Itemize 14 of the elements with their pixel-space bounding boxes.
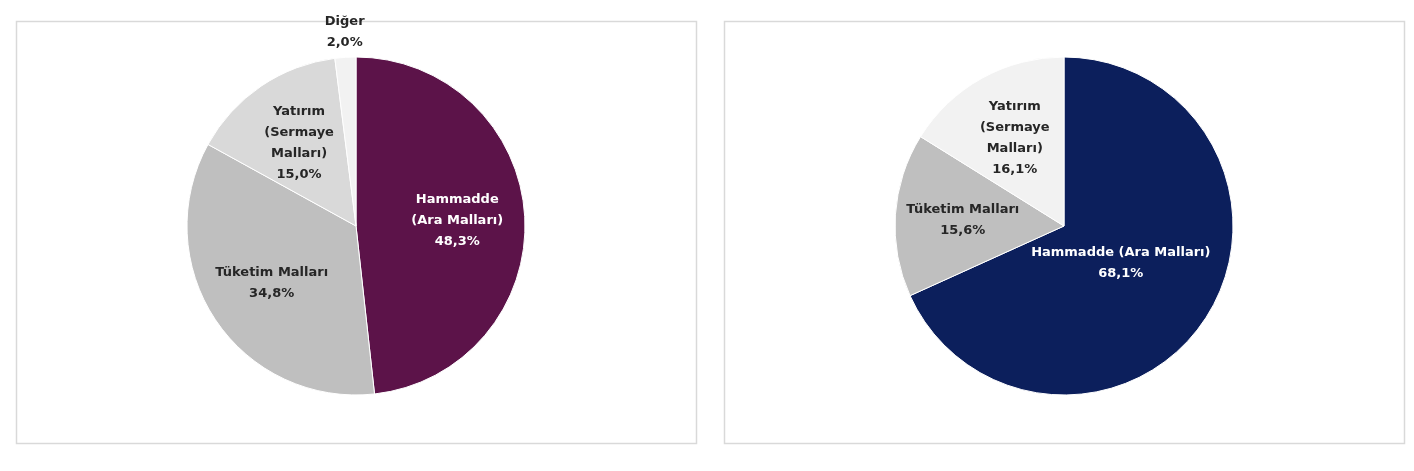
data-label: 48,3% [434, 232, 480, 248]
slice-label: Hammadde (Ara Malları) [1031, 243, 1211, 259]
data-label: 2,0% [326, 33, 363, 49]
slice-label: Yatırım (Sermaye Malları) [264, 102, 335, 160]
data-label: 15,0% [276, 165, 322, 181]
data-label: 16,1% [992, 160, 1038, 176]
slice-label: Yatırım (Sermaye Malları) [979, 97, 1050, 155]
slice-label: Tüketim Malları [215, 263, 329, 279]
data-label: 68,1% [1098, 264, 1144, 280]
slice-label: Diğer [324, 12, 366, 28]
slice-label: Tüketim Malları [906, 200, 1020, 216]
data-label: 15,6% [940, 221, 986, 237]
data-label: 34,8% [249, 284, 295, 300]
slice-label: Hammadde (Ara Malları) [411, 190, 504, 227]
